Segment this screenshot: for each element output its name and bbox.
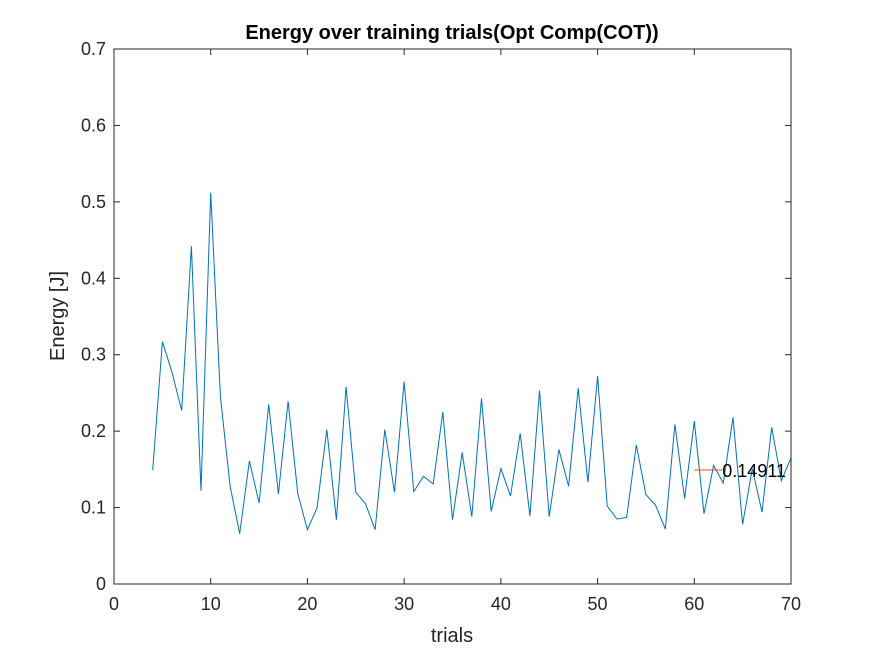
y-tick-label: 0.4 <box>81 268 106 288</box>
series-line <box>152 192 792 534</box>
axes-box <box>113 48 792 585</box>
x-axis-label: trials <box>431 625 473 647</box>
y-tick-label: 0.1 <box>81 498 106 518</box>
y-axis-label: Energy [J] <box>47 271 69 361</box>
plot-area <box>114 49 791 584</box>
y-tick-label: 0.2 <box>81 421 106 441</box>
y-tick-label: 0.3 <box>81 345 106 365</box>
x-tick-label: 10 <box>201 594 221 614</box>
x-tick-label: 20 <box>297 594 317 614</box>
y-tick-label: 0 <box>96 574 106 594</box>
reference-value-label: 0.14911 <box>722 461 786 481</box>
x-tick-label: 50 <box>588 594 608 614</box>
x-tick-label: 60 <box>684 594 704 614</box>
y-tick-label: 0.7 <box>81 39 106 59</box>
chart-title: Energy over training trials(Opt Comp(COT… <box>245 22 658 44</box>
x-tick-label: 0 <box>109 594 119 614</box>
y-tick-label: 0.6 <box>81 115 106 135</box>
x-tick-label: 40 <box>491 594 511 614</box>
tick-labels: 0 10 20 30 40 50 60 70 0 0.1 0.2 0.3 0.4 0.5 0.6 0.7 <box>81 39 801 614</box>
x-tick-label: 30 <box>394 594 414 614</box>
y-tick-label: 0.5 <box>81 192 106 212</box>
x-tick-label: 70 <box>781 594 801 614</box>
